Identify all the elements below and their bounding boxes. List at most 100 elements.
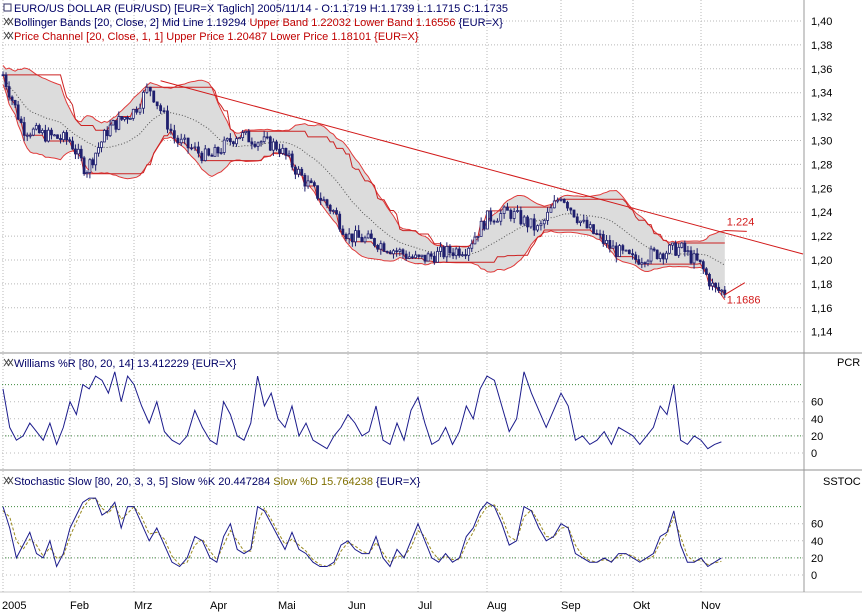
- candle-body: [186, 137, 190, 149]
- price-legend-text: EURO/US DOLLAR (EUR/USD) [EUR=X Taglich]…: [14, 3, 508, 15]
- x-tick-label: Apr: [210, 600, 227, 612]
- candle-body: [82, 157, 86, 175]
- candle-body: [470, 243, 474, 249]
- candle-body: [219, 152, 223, 154]
- candle-body: [686, 250, 690, 253]
- x-tick-label: Nov: [701, 600, 721, 612]
- candle-body: [502, 206, 506, 214]
- stochastic-legend-text: Slow %D 15.764238: [273, 476, 376, 488]
- candle-body: [335, 210, 338, 215]
- candle-body: [634, 254, 638, 261]
- candle-body: [253, 143, 257, 147]
- candle-body: [407, 256, 411, 259]
- candle-body: [509, 209, 513, 219]
- y-tick-label: 40: [811, 536, 823, 548]
- candle-body: [588, 224, 592, 229]
- candle-body: [442, 246, 446, 258]
- candle-body: [350, 233, 354, 243]
- stochastic-legend-text: {EUR=X}: [376, 476, 421, 488]
- candle-body: [649, 248, 653, 262]
- candle-body: [162, 110, 166, 113]
- candle-body: [25, 134, 29, 137]
- grid-lines: [0, 0, 862, 593]
- candle-body: [489, 210, 493, 222]
- candle-body: [28, 134, 32, 137]
- y-tick-label: 20: [811, 553, 823, 565]
- candle-body: [265, 136, 269, 139]
- y-tick-label: 1,36: [811, 64, 832, 76]
- candle-body: [306, 180, 310, 187]
- candle-body: [152, 90, 156, 103]
- price-legend-line: EURO/US DOLLAR (EUR/USD) [EUR=X Taglich]…: [14, 3, 508, 15]
- y-tick-label: 60: [811, 397, 823, 409]
- candle-body: [85, 172, 89, 175]
- candle-body: [47, 129, 50, 142]
- candle-body: [492, 220, 496, 223]
- candle-body: [569, 207, 573, 211]
- y-tick-label: 20: [811, 431, 823, 443]
- candle-body: [131, 108, 135, 119]
- candle-body: [79, 148, 83, 159]
- candle-body: [193, 146, 197, 149]
- candle-body: [281, 147, 285, 154]
- candle-body: [37, 125, 41, 134]
- candle-body: [97, 147, 100, 154]
- candle-body: [16, 104, 20, 120]
- candle-body: [658, 253, 662, 259]
- candle-body: [19, 118, 23, 123]
- y-tick-label: 0: [811, 570, 817, 582]
- price-legend-line: Price Channel [20, Close, 1, 1] Upper Pr…: [14, 31, 419, 43]
- candle-body: [319, 197, 323, 201]
- candle-body: [338, 213, 342, 230]
- candle-body: [213, 147, 217, 157]
- candle-body: [228, 138, 232, 143]
- candle-body: [4, 74, 8, 87]
- candle-body: [708, 273, 711, 287]
- candle-body: [516, 210, 519, 212]
- candle-body: [714, 282, 717, 288]
- candle-body: [238, 137, 241, 140]
- candle-body: [655, 249, 659, 259]
- candle-body: [328, 204, 332, 212]
- candle-body: [262, 136, 266, 143]
- candle-body: [176, 137, 180, 144]
- y-tick-label: 60: [811, 519, 823, 531]
- candle-body: [309, 180, 313, 184]
- candle-body: [183, 137, 187, 140]
- candle-body: [720, 289, 724, 292]
- candle-body: [114, 120, 118, 130]
- candle-body: [225, 138, 229, 141]
- y-tick-label: 1,18: [811, 279, 832, 291]
- candle-body: [631, 253, 634, 256]
- candle-body: [640, 262, 644, 265]
- candle-body: [102, 130, 106, 143]
- icon-stroke: [3, 476, 10, 485]
- candle-body: [357, 230, 361, 238]
- stochastic-k-line: [2, 497, 722, 568]
- candle-body: [539, 223, 543, 227]
- candle-body: [172, 130, 176, 139]
- stochastic-panel: [2, 497, 722, 568]
- y-tick-label: 1,30: [811, 136, 832, 148]
- candle-body: [395, 250, 399, 253]
- candle-body: [404, 253, 408, 259]
- candle-body: [439, 246, 442, 252]
- candle-body: [385, 250, 389, 253]
- projection-upper: [724, 230, 747, 232]
- candle-body: [601, 234, 605, 244]
- candle-body: [595, 233, 599, 235]
- candle-body: [275, 141, 278, 150]
- candle-body: [117, 116, 121, 130]
- candle-body: [464, 254, 467, 257]
- price-legend-text: {EUR=X}: [459, 17, 504, 29]
- candle-body: [169, 128, 173, 132]
- candle-body: [643, 262, 647, 265]
- candle-body: [486, 210, 489, 230]
- candle-body: [247, 130, 251, 143]
- candle-body: [34, 125, 38, 130]
- candle-body: [448, 246, 452, 254]
- candle-body: [354, 230, 357, 243]
- candle-body: [50, 129, 53, 136]
- y-tick-label: 1,28: [811, 159, 832, 171]
